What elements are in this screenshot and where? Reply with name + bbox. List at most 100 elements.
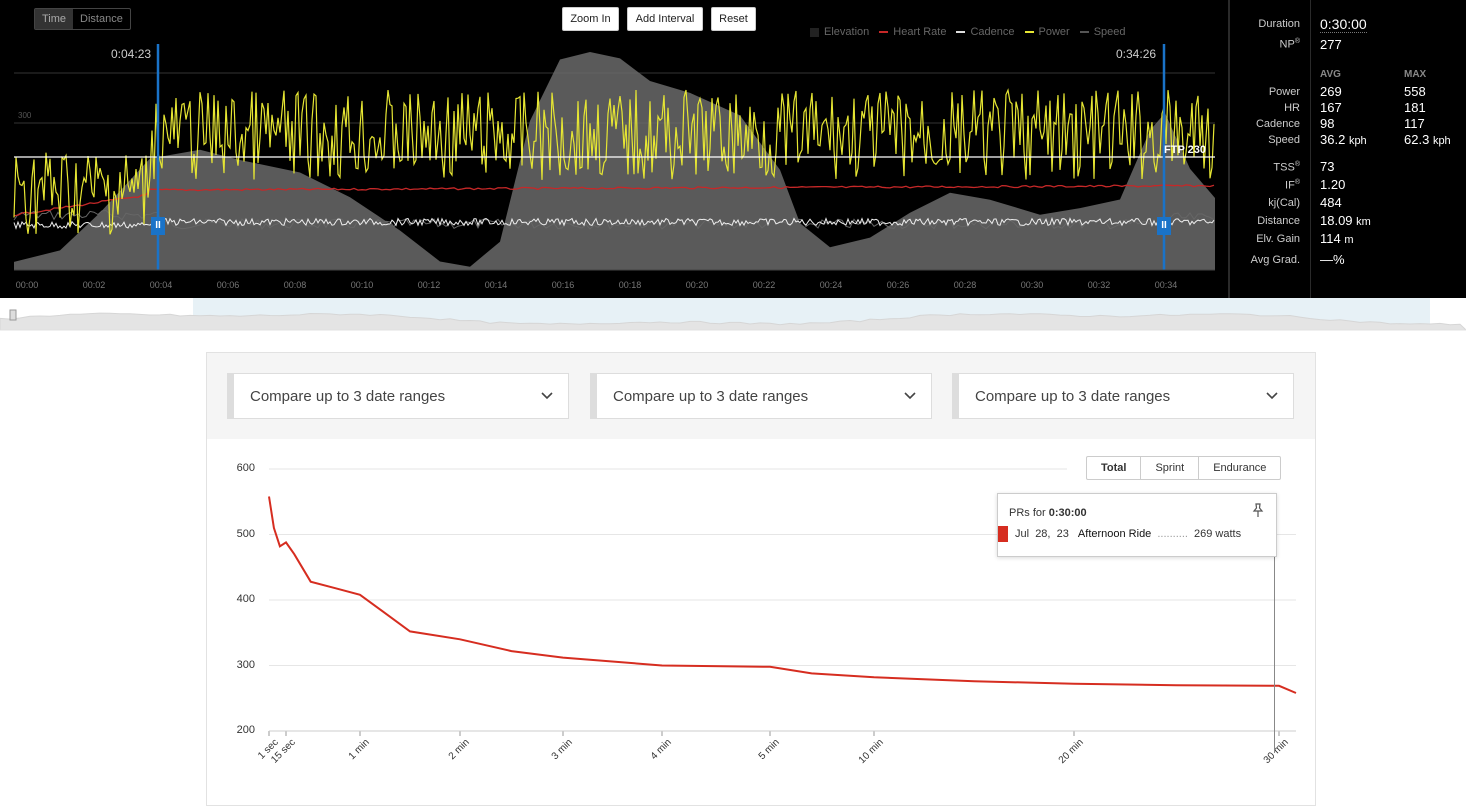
- activity-chart-canvas[interactable]: [0, 0, 1228, 298]
- distance-value: 18.09 km: [1320, 213, 1371, 228]
- pause-icon: II: [1161, 220, 1167, 231]
- interval-end-label: 0:34:26: [1116, 47, 1157, 61]
- legend-swatch: [879, 31, 889, 33]
- y-tick-label: 500: [236, 527, 255, 540]
- max-header: MAX: [1404, 69, 1427, 80]
- cadence-avg: 98: [1320, 116, 1335, 131]
- ftp-label: FTP 230: [1164, 144, 1206, 156]
- duration-value[interactable]: 0:30:00: [1320, 16, 1367, 33]
- cadence-label: Cadence: [1255, 118, 1300, 130]
- power-curve-x-ticks: [268, 730, 1296, 736]
- cadence-series: [13, 216, 1215, 230]
- power-curve-chart[interactable]: [207, 439, 1315, 805]
- x-tick-label: 00:32: [1087, 280, 1111, 290]
- compare-dropdown-2[interactable]: Compare up to 3 date ranges: [590, 373, 932, 419]
- x-tick-label: 00:30: [1020, 280, 1044, 290]
- y-tick-label: 600: [236, 462, 255, 474]
- x-tick-label: 00:20: [685, 280, 709, 290]
- legend-swatch: [1024, 31, 1034, 33]
- add-interval-button[interactable]: Add Interval: [627, 7, 703, 31]
- speed-label: Speed: [1268, 134, 1300, 146]
- hr-max: 181: [1404, 100, 1426, 115]
- reset-button[interactable]: Reset: [711, 7, 756, 31]
- compare-dropdown-3[interactable]: Compare up to 3 date ranges: [952, 373, 1294, 419]
- chevron-down-icon: [541, 392, 553, 400]
- x-tick-label: 00:34: [1154, 280, 1178, 290]
- heart-rate-series: [13, 184, 1215, 217]
- stats-divider: [1310, 0, 1311, 298]
- x-tick-label: 00:08: [283, 280, 307, 290]
- x-tick-label: 00:22: [752, 280, 776, 290]
- power-avg: 269: [1320, 84, 1342, 99]
- compare-bar: Compare up to 3 date ranges Compare up t…: [207, 353, 1315, 439]
- pause-icon: II: [155, 220, 161, 231]
- distance-label: Distance: [1257, 215, 1300, 227]
- legend-swatch: [1079, 31, 1089, 33]
- x-tick-label: 00:02: [82, 280, 106, 290]
- activity-chart[interactable]: Time Distance Zoom In Add Interval Reset…: [0, 0, 1228, 298]
- interval-end-handle[interactable]: II: [1157, 217, 1171, 235]
- chevron-down-icon: [904, 392, 916, 400]
- tss-value: 73: [1320, 159, 1335, 174]
- scrubber-elevation: [0, 312, 1466, 331]
- speed-max: 62.3 kph: [1404, 132, 1451, 147]
- elevation-gain-label: Elv. Gain: [1256, 233, 1300, 245]
- time-toggle[interactable]: Time: [35, 9, 74, 29]
- tab-endurance[interactable]: Endurance: [1198, 457, 1280, 479]
- legend-swatch: [810, 27, 819, 37]
- series-color-swatch: [998, 526, 1008, 542]
- x-tick-label: 00:00: [15, 280, 39, 290]
- legend-elevation[interactable]: Elevation: [810, 26, 869, 38]
- power-curve-series: [268, 496, 1297, 694]
- legend-heart-rate[interactable]: Heart Rate: [879, 26, 946, 38]
- legend-power[interactable]: Power: [1024, 26, 1070, 38]
- zoom-in-button[interactable]: Zoom In: [562, 7, 619, 31]
- kj-value: 484: [1320, 195, 1342, 210]
- tab-sprint[interactable]: Sprint: [1140, 457, 1198, 479]
- compare-dropdown-1[interactable]: Compare up to 3 date ranges: [227, 373, 569, 419]
- ride-name[interactable]: Afternoon Ride: [1077, 528, 1152, 540]
- interval-start-handle[interactable]: II: [151, 217, 165, 235]
- tss-label: TSS®: [1273, 161, 1300, 174]
- distance-toggle[interactable]: Distance: [80, 13, 123, 25]
- avg-grade-value: —%: [1320, 252, 1345, 267]
- x-tick-label: 00:18: [618, 280, 642, 290]
- speed-series: [13, 209, 1215, 230]
- scrubber-handle: [9, 309, 17, 321]
- hr-label: HR: [1284, 102, 1300, 114]
- legend-swatch: [956, 31, 966, 33]
- y-tick-label: 300: [236, 658, 255, 671]
- compare-dropdown-label: Compare up to 3 date ranges: [613, 388, 809, 405]
- pr-tooltip: PRs for 0:30:00 Jul 28, 23 Afternoon Rid…: [997, 493, 1277, 557]
- cadence-max: 117: [1404, 116, 1425, 131]
- legend-speed[interactable]: Speed: [1079, 26, 1126, 38]
- tab-total[interactable]: Total: [1101, 462, 1127, 474]
- compare-dropdown-label: Compare up to 3 date ranges: [975, 388, 1171, 405]
- timeline-scrubber[interactable]: [0, 298, 1466, 334]
- x-tick-label: 00:24: [819, 280, 843, 290]
- y-tick-label: 400: [236, 593, 255, 605]
- if-label: IF®: [1285, 179, 1300, 192]
- tooltip-value: 269 watts: [1194, 528, 1242, 540]
- legend-cadence[interactable]: Cadence: [956, 26, 1015, 38]
- chevron-down-icon: [1266, 392, 1278, 400]
- np-value: 277: [1320, 37, 1342, 52]
- scrubber-canvas[interactable]: [0, 298, 1466, 334]
- interval-start-label: 0:04:23: [111, 47, 152, 61]
- power-series: [13, 88, 1215, 235]
- x-tick-label: 00:14: [484, 280, 508, 290]
- x-tick-label: 00:10: [350, 280, 374, 290]
- pin-icon[interactable]: [1250, 502, 1266, 518]
- x-tick-label: 00:12: [417, 280, 441, 290]
- power-label: Power: [1268, 86, 1300, 98]
- x-tick-label: 00:16: [551, 280, 575, 290]
- speed-avg: 36.2 kph: [1320, 132, 1367, 147]
- view-toggle: Time Distance: [34, 8, 131, 30]
- avg-header: AVG: [1320, 69, 1341, 80]
- elevation-series: [14, 52, 1215, 270]
- avg-grade-label: Avg Grad.: [1250, 254, 1300, 266]
- tooltip-row: Jul 28, 23 Afternoon Ride .......... 269…: [1015, 528, 1242, 540]
- if-value: 1.20: [1320, 177, 1346, 192]
- curve-tabs: Total Sprint Endurance: [1086, 456, 1282, 480]
